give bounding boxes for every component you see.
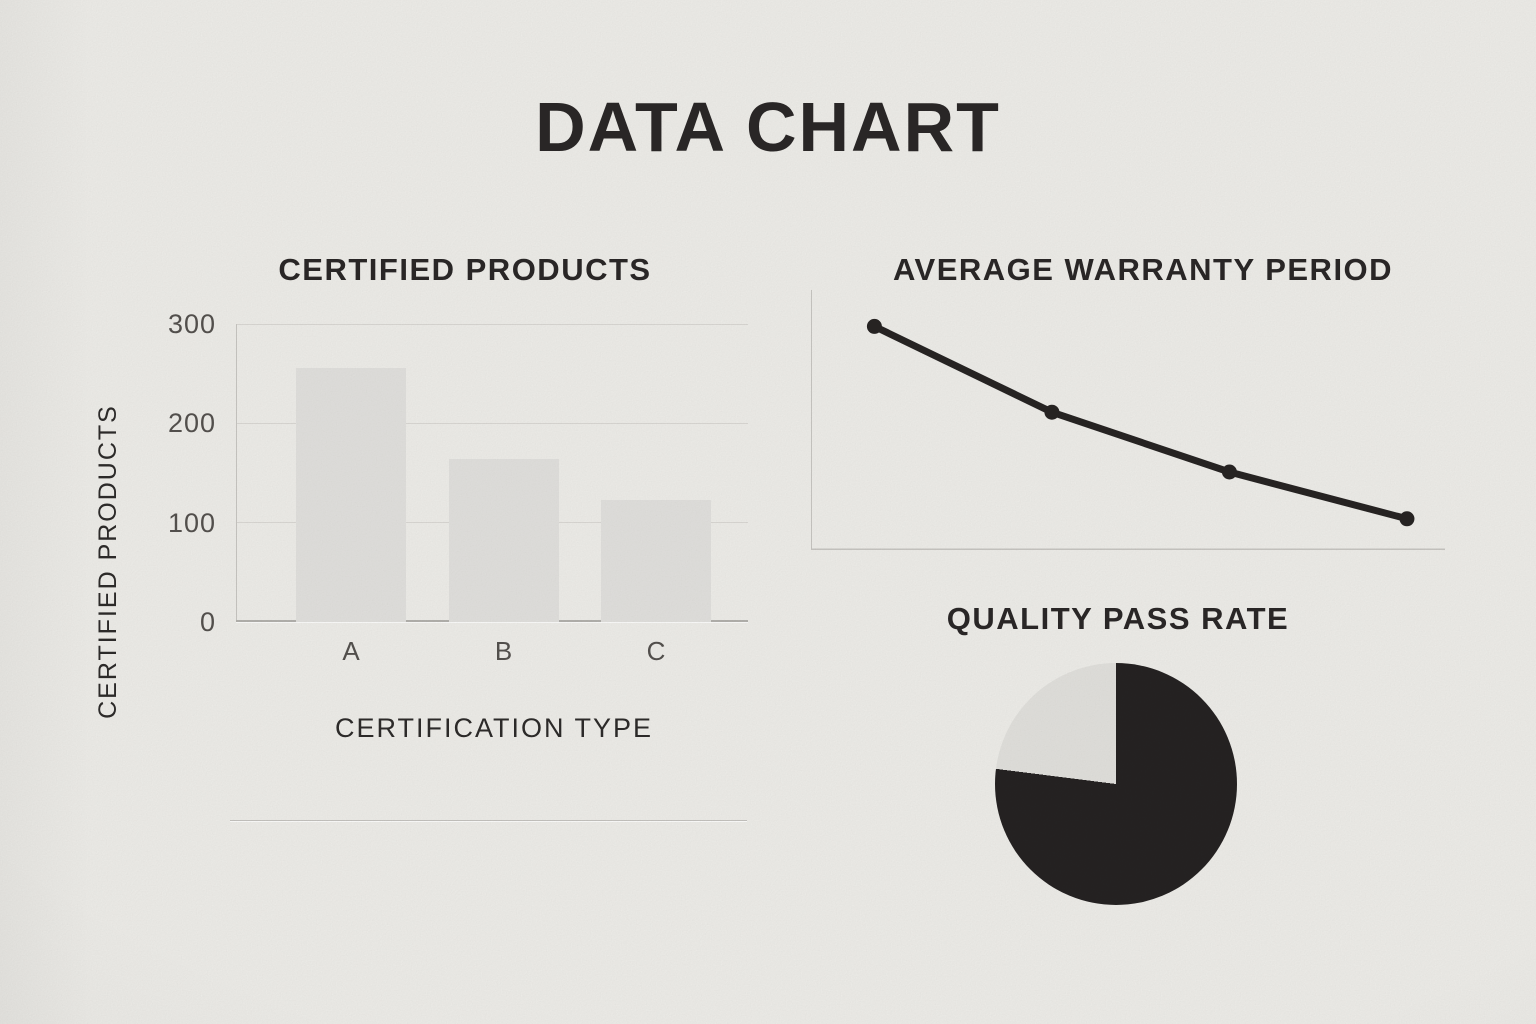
bar-chart-plot-area: 0 100 200 300 A B C bbox=[168, 310, 748, 666]
y-tick-label-100: 100 bbox=[167, 507, 216, 538]
bar-A bbox=[296, 367, 406, 622]
line-chart-title: AVERAGE WARRANTY PERIOD bbox=[892, 252, 1394, 287]
warranty-trend-line bbox=[870, 322, 1411, 523]
bar-chart-title: CERTIFIED PRODUCTS bbox=[278, 252, 652, 287]
bar-C bbox=[601, 499, 711, 622]
line-chart-plot-area bbox=[811, 290, 1445, 550]
x-tick-label-A: A bbox=[342, 636, 360, 666]
divider-line bbox=[230, 820, 747, 821]
page-title: DATA CHART bbox=[535, 88, 1001, 166]
bar-chart-x-axis-label: CERTIFICATION TYPE bbox=[334, 713, 654, 743]
y-tick-label-0: 0 bbox=[199, 607, 216, 637]
y-tick-label-300: 300 bbox=[167, 309, 216, 339]
bar-chart-y-axis-line bbox=[236, 324, 237, 622]
data-point-1 bbox=[866, 318, 882, 334]
x-tick-label-B: B bbox=[494, 636, 513, 666]
data-point-2 bbox=[1044, 404, 1060, 420]
x-tick-label-C: C bbox=[646, 636, 666, 666]
pie-chart-title: QUALITY PASS RATE bbox=[946, 601, 1290, 636]
gridline-300 bbox=[236, 323, 748, 325]
bar-B bbox=[448, 459, 559, 622]
pie-chart bbox=[995, 663, 1237, 905]
data-point-3 bbox=[1221, 464, 1237, 480]
data-point-4 bbox=[1399, 511, 1415, 527]
bar-chart-y-axis-label-text: CERTIFIED PRODUCTS bbox=[93, 403, 122, 719]
y-tick-label-200: 200 bbox=[167, 408, 216, 439]
